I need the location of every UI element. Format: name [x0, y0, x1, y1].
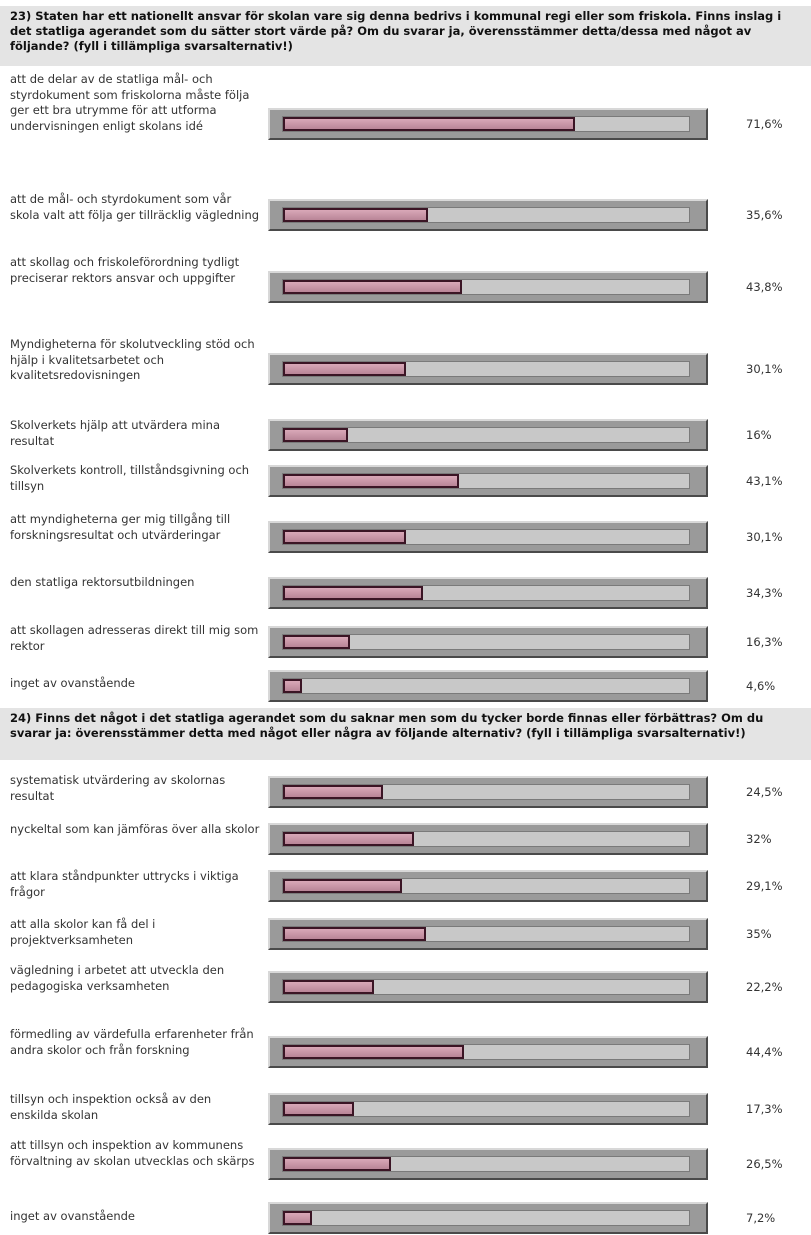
option-label: förmedling av värdefulla erfarenheter fr… — [10, 1027, 254, 1057]
percentage-label: 29,1% — [746, 879, 783, 893]
question-24-title: 24) Finns det något i det statliga agera… — [0, 708, 811, 760]
bar-frame — [268, 1036, 708, 1068]
bar-fill — [283, 530, 406, 544]
percentage-label: 17,3% — [746, 1102, 783, 1116]
bar-track — [282, 529, 690, 545]
option-label: Skolverkets kontroll, tillståndsgivning … — [10, 463, 250, 493]
option-label: tillsyn och inspektion också av den ensk… — [10, 1092, 212, 1122]
option-label: inget av ovanstående — [10, 676, 135, 690]
bar-fill — [283, 1157, 391, 1171]
percentage-label: 7,2% — [746, 1211, 776, 1225]
bar-track — [282, 678, 690, 694]
bar-fill — [283, 785, 383, 799]
bar-fill — [283, 1211, 312, 1225]
bar-fill — [283, 474, 459, 488]
bar-frame — [268, 353, 708, 385]
option-label: att myndigheterna ger mig tillgång till … — [10, 512, 231, 542]
percentage-label: 30,1% — [746, 530, 783, 544]
percentage-label: 43,1% — [746, 474, 783, 488]
bar-frame — [268, 670, 708, 702]
option-label: att de mål- och styrdokument som vår sko… — [10, 192, 260, 222]
bar-frame — [268, 577, 708, 609]
option-label: nyckeltal som kan jämföras över alla sko… — [10, 822, 260, 836]
bar-track — [282, 1044, 690, 1060]
bar-track — [282, 634, 690, 650]
bar-frame — [268, 626, 708, 658]
option-label: inget av ovanstående — [10, 1209, 135, 1223]
bar-frame — [268, 1148, 708, 1180]
option-label: systematisk utvärdering av skolornas res… — [10, 773, 226, 803]
bar-track — [282, 473, 690, 489]
bar-fill — [283, 927, 426, 941]
percentage-label: 71,6% — [746, 117, 783, 131]
bar-fill — [283, 428, 348, 442]
option-label: att de delar av de statliga mål- och sty… — [10, 72, 250, 133]
bar-fill — [283, 208, 428, 222]
percentage-label: 4,6% — [746, 679, 776, 693]
bar-fill — [283, 879, 402, 893]
bar-fill — [283, 635, 350, 649]
option-label: Skolverkets hjälp att utvärdera mina res… — [10, 418, 220, 448]
percentage-label: 44,4% — [746, 1045, 783, 1059]
bar-fill — [283, 980, 374, 994]
bar-track — [282, 979, 690, 995]
percentage-label: 32% — [746, 832, 772, 846]
bar-fill — [283, 1102, 354, 1116]
option-label: att klara ståndpunkter uttrycks i viktig… — [10, 869, 239, 899]
bar-frame — [268, 108, 708, 140]
bar-track — [282, 427, 690, 443]
bar-frame — [268, 971, 708, 1003]
question-23-title: 23) Staten har ett nationellt ansvar för… — [0, 6, 811, 66]
bar-frame — [268, 870, 708, 902]
percentage-label: 16,3% — [746, 635, 783, 649]
bar-track — [282, 1210, 690, 1226]
option-label: att skollagen adresseras direkt till mig… — [10, 623, 259, 653]
bar-fill — [283, 117, 575, 131]
bar-track — [282, 585, 690, 601]
bar-fill — [283, 362, 406, 376]
option-label: att tillsyn och inspektion av kommunens … — [10, 1138, 255, 1168]
bar-frame — [268, 1202, 708, 1234]
bar-frame — [268, 918, 708, 950]
bar-frame — [268, 776, 708, 808]
bar-fill — [283, 280, 462, 294]
percentage-label: 26,5% — [746, 1157, 783, 1171]
bar-track — [282, 878, 690, 894]
bar-fill — [283, 832, 414, 846]
percentage-label: 24,5% — [746, 785, 783, 799]
option-label: Myndigheterna för skolutveckling stöd oc… — [10, 337, 255, 382]
option-label: den statliga rektorsutbildningen — [10, 575, 195, 589]
bar-fill — [283, 586, 423, 600]
bar-track — [282, 116, 690, 132]
bar-track — [282, 926, 690, 942]
bar-track — [282, 279, 690, 295]
bar-frame — [268, 521, 708, 553]
option-label: att alla skolor kan få del i projektverk… — [10, 917, 156, 947]
percentage-label: 43,8% — [746, 280, 783, 294]
percentage-label: 34,3% — [746, 586, 783, 600]
option-label: vägledning i arbetet att utveckla den pe… — [10, 963, 225, 993]
bar-frame — [268, 823, 708, 855]
percentage-label: 22,2% — [746, 980, 783, 994]
bar-frame — [268, 419, 708, 451]
percentage-label: 16% — [746, 428, 772, 442]
bar-fill — [283, 679, 302, 693]
percentage-label: 35,6% — [746, 208, 783, 222]
bar-frame — [268, 199, 708, 231]
bar-track — [282, 1101, 690, 1117]
bar-frame — [268, 271, 708, 303]
bar-fill — [283, 1045, 464, 1059]
bar-track — [282, 207, 690, 223]
bar-track — [282, 1156, 690, 1172]
option-label: att skollag och friskoleförordning tydli… — [10, 255, 240, 285]
bar-frame — [268, 1093, 708, 1125]
bar-frame — [268, 465, 708, 497]
percentage-label: 30,1% — [746, 362, 783, 376]
bar-track — [282, 784, 690, 800]
bar-track — [282, 361, 690, 377]
percentage-label: 35% — [746, 927, 772, 941]
bar-track — [282, 831, 690, 847]
